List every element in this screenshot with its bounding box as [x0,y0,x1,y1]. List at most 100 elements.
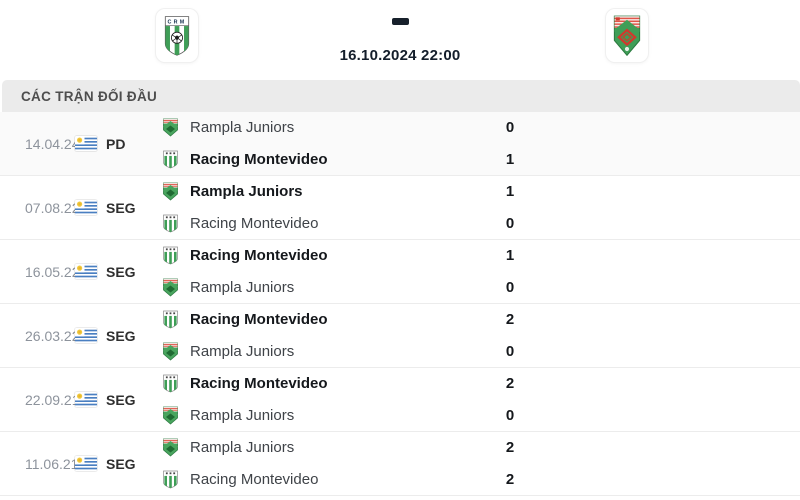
team-line: Racing Montevideo [162,304,493,336]
team-line: Rampla Juniors [162,400,493,432]
competition-code: SEG [106,327,136,344]
h2h-row[interactable]: 16.05.22 SEG Racing Montevideo Rampla Ju… [0,240,800,304]
competition-code: PD [106,135,126,152]
team-score: 2 [505,374,515,392]
team-line: Racing Montevideo [162,208,493,240]
vs-dash-icon: - [391,18,409,25]
team-crest-icon [162,150,179,169]
teams-cell: Rampla Juniors Racing Montevideo [162,432,493,496]
uruguay-flag-icon [75,456,97,471]
team-line: Rampla Juniors [162,176,493,208]
team-crest-icon [162,246,179,265]
team-crest-icon [162,278,179,297]
team-name: Racing Montevideo [190,375,328,392]
scores-cell: 0 1 [493,112,527,176]
team-line: Racing Montevideo [162,240,493,272]
home-team-crest-button[interactable] [156,9,198,62]
team-score: 0 [505,342,515,360]
team-score: 0 [505,278,515,296]
team-crest-icon [162,118,179,137]
h2h-row[interactable]: 14.04.24 PD Rampla Juniors Racing Montev… [0,112,800,176]
match-date: 22.09.21 [25,391,80,408]
uruguay-flag-icon [75,136,97,151]
team-line: Racing Montevideo [162,464,493,496]
team-crest-icon [162,214,179,233]
team-score: 2 [505,438,515,456]
team-name: Racing Montevideo [190,471,319,488]
team-score: 2 [505,470,515,488]
scores-cell: 2 0 [493,368,527,432]
competition-cell: SEG [75,264,162,280]
team-score: 0 [505,406,515,424]
team-line: Racing Montevideo [162,368,493,400]
team-name: Racing Montevideo [190,215,319,232]
uruguay-flag-icon [75,392,97,407]
match-date: 26.03.22 [25,327,80,344]
section-title: CÁC TRẬN ĐỐI ĐẦU [21,88,158,104]
team-name: Rampla Juniors [190,119,295,136]
team-crest-icon [162,470,179,489]
competition-code: SEG [106,263,136,280]
match-date: 14.04.24 [25,135,80,152]
competition-code: SEG [106,391,136,408]
team-name: Rampla Juniors [190,183,303,200]
team-line: Racing Montevideo [162,144,493,176]
team-name: Racing Montevideo [190,151,328,168]
team-line: Rampla Juniors [162,336,493,368]
team-crest-icon [162,374,179,393]
racing-montevideo-crest-icon [159,12,195,59]
h2h-row[interactable]: 22.09.21 SEG Racing Montevideo Rampla Ju… [0,368,800,432]
competition-cell: PD [75,136,162,152]
team-name: Rampla Juniors [190,343,295,360]
competition-cell: SEG [75,200,162,216]
team-score: 1 [505,150,515,168]
team-score: 0 [505,118,515,136]
team-name: Rampla Juniors [190,439,295,456]
teams-cell: Rampla Juniors Racing Montevideo [162,176,493,240]
uruguay-flag-icon [75,264,97,279]
team-crest-icon [162,406,179,425]
teams-cell: Racing Montevideo Rampla Juniors [162,240,493,304]
team-line: Rampla Juniors [162,272,493,304]
teams-cell: Rampla Juniors Racing Montevideo [162,112,493,176]
team-crest-icon [162,310,179,329]
rampla-juniors-crest-icon [609,12,645,59]
scores-cell: 2 0 [493,304,527,368]
competition-cell: SEG [75,456,162,472]
team-name: Rampla Juniors [190,407,295,424]
kickoff-datetime: 16.10.2024 22:00 [339,47,461,64]
competition-code: SEG [106,199,136,216]
h2h-row[interactable]: 26.03.22 SEG Racing Montevideo Rampla Ju… [0,304,800,368]
team-score: 1 [505,246,515,264]
teams-cell: Racing Montevideo Rampla Juniors [162,304,493,368]
scores-cell: 1 0 [493,176,527,240]
away-team-crest-button[interactable] [606,9,648,62]
team-name: Racing Montevideo [190,247,328,264]
h2h-row[interactable]: 11.06.21 SEG Rampla Juniors Racing Monte… [0,432,800,496]
team-line: Rampla Juniors [162,112,493,144]
team-crest-icon [162,342,179,361]
uruguay-flag-icon [75,328,97,343]
team-score: 2 [505,310,515,328]
team-crest-icon [162,438,179,457]
team-name: Rampla Juniors [190,279,295,296]
match-date: 07.08.22 [25,199,80,216]
match-date: 16.05.22 [25,263,80,280]
teams-cell: Racing Montevideo Rampla Juniors [162,368,493,432]
team-line: Rampla Juniors [162,432,493,464]
competition-cell: SEG [75,328,162,344]
team-name: Racing Montevideo [190,311,328,328]
match-center: - 16.10.2024 22:00 [300,0,500,64]
team-score: 0 [505,214,515,232]
competition-cell: SEG [75,392,162,408]
scores-cell: 1 0 [493,240,527,304]
competition-code: SEG [106,455,136,472]
team-crest-icon [162,182,179,201]
section-title-bar: CÁC TRẬN ĐỐI ĐẦU [2,80,800,112]
h2h-row[interactable]: 07.08.22 SEG Rampla Juniors Racing Monte… [0,176,800,240]
match-date: 11.06.21 [25,455,79,472]
uruguay-flag-icon [75,200,97,215]
team-score: 1 [505,182,515,200]
match-header: - 16.10.2024 22:00 [0,0,800,80]
h2h-list: 14.04.24 PD Rampla Juniors Racing Montev… [0,112,800,496]
